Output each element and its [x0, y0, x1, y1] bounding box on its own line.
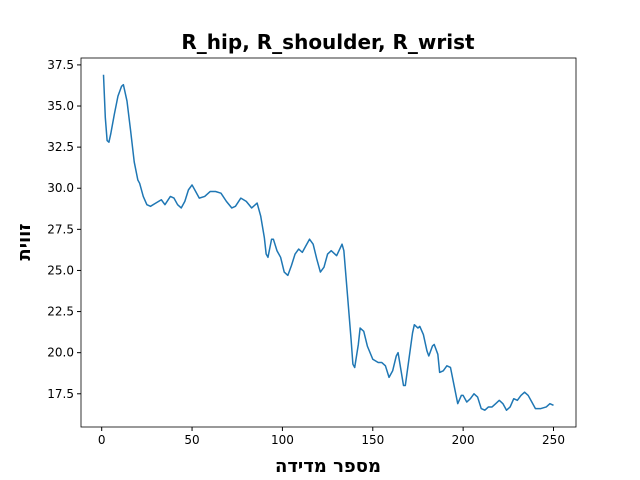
- y-tick-label: 22.5: [47, 305, 74, 319]
- data-line: [102, 74, 554, 411]
- y-tick-label: 17.5: [47, 387, 74, 401]
- x-tick-label: 100: [271, 433, 294, 447]
- y-tick-label: 20.0: [47, 346, 74, 360]
- plot-frame: [80, 57, 577, 428]
- x-tick-label: 150: [361, 433, 384, 447]
- x-tick-label: 50: [184, 433, 199, 447]
- y-axis-label: זווית: [14, 223, 35, 260]
- y-tick-label: 30.0: [47, 181, 74, 195]
- y-tick-label: 27.5: [47, 222, 74, 236]
- x-tick-label: 250: [542, 433, 565, 447]
- y-tick-label: 35.0: [47, 99, 74, 113]
- x-tick-label: 0: [98, 433, 106, 447]
- x-tick-label: 200: [452, 433, 475, 447]
- y-tick-label: 25.0: [47, 263, 74, 277]
- y-tick-label: 32.5: [47, 140, 74, 154]
- chart-title: R_hip, R_shoulder, R_wrist: [181, 30, 475, 54]
- x-axis-label: מספר מדידה: [275, 456, 381, 477]
- y-tick-label: 37.5: [47, 58, 74, 72]
